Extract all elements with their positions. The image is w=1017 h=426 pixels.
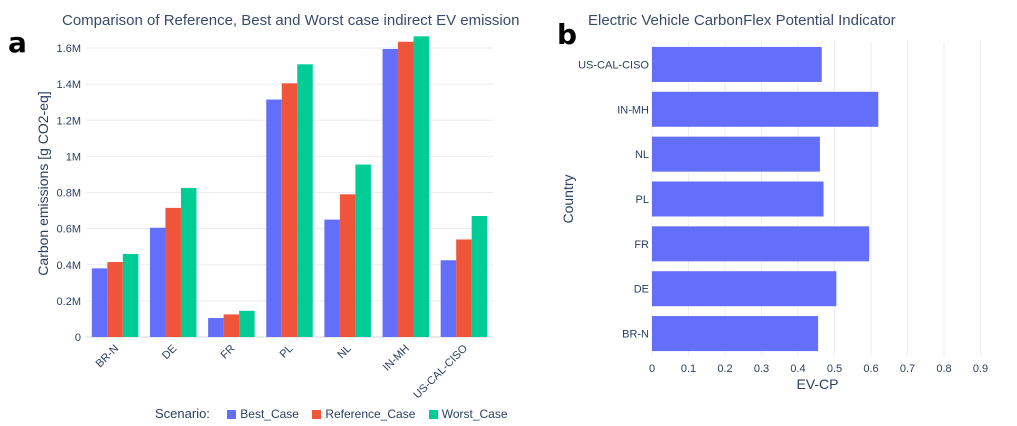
- x-tick-label: NL: [335, 343, 353, 361]
- panel-b: b Electric Vehicle CarbonFlex Potential …: [555, 0, 1017, 426]
- y-tick-label: 1.6M: [57, 43, 81, 55]
- y-tick-label: 1.2M: [57, 115, 81, 127]
- bar-reference-case: [165, 207, 181, 337]
- x-tick-label: 0.1: [681, 363, 696, 375]
- x-tick-label: IN-MH: [381, 343, 412, 374]
- legend-label-worst: Worst_Case: [441, 407, 508, 421]
- y-tick-label: 0.6M: [57, 224, 81, 236]
- legend-swatch-reference: [312, 410, 322, 420]
- bar-worst-case: [122, 253, 139, 337]
- bar-best-case: [382, 48, 399, 338]
- x-tick-label: 0.8: [936, 363, 951, 375]
- bar-worst-case: [180, 188, 197, 337]
- x-tick-label: 0.6: [863, 363, 878, 375]
- x-tick-label: BR-N: [94, 343, 122, 371]
- y-tick-label: 1.4M: [57, 79, 81, 91]
- chart-b-title: Electric Vehicle CarbonFlex Potential In…: [588, 12, 896, 29]
- bar-worst-case: [297, 64, 313, 337]
- bar-reference-case: [398, 41, 414, 338]
- legend-label-reference: Reference_Case: [325, 407, 416, 421]
- x-tick-label: FR: [219, 343, 238, 362]
- bar-reference-case: [281, 83, 298, 337]
- y-tick-label: DE: [634, 284, 649, 296]
- chart-a-plot: 0 0.2M 0.4M 0.6M 0.8M 1M 1.2M 1.4M 1.6M BR-N DE FR P…: [35, 36, 493, 401]
- y-tick-label: BR-N: [622, 329, 649, 341]
- bar-worst-case: [239, 310, 255, 337]
- legend-swatch-best: [227, 410, 237, 420]
- y-tick-label: PL: [636, 194, 649, 206]
- x-tick-label: 0.5: [827, 363, 842, 375]
- y-tick-label: 0.8M: [57, 188, 81, 200]
- x-tick-label: 0.4: [790, 363, 805, 375]
- bar-ev-cp: [652, 91, 879, 127]
- x-axis-title: EV-CP: [796, 376, 838, 392]
- bar-best-case: [266, 99, 282, 337]
- bar-best-case: [440, 260, 457, 337]
- chart-b-plot: 0 0.1 0.2 0.3 0.4 0.5 0.6 0.7 0.8 0.9 US-CAL-CISO I…: [560, 42, 988, 392]
- legend-item-reference[interactable]: Reference_Case: [312, 407, 415, 421]
- y-tick-label: IN-MH: [617, 104, 649, 116]
- bar-reference-case: [223, 314, 240, 337]
- x-tick-label: 0.7: [900, 363, 915, 375]
- bar-reference-case: [456, 239, 472, 337]
- bar-worst-case: [355, 164, 371, 337]
- legend-label-best: Best_Case: [240, 407, 299, 421]
- x-tick-label: 0.3: [754, 363, 769, 375]
- bar-ev-cp: [652, 136, 820, 172]
- bar-ev-cp: [652, 181, 824, 217]
- bar-reference-case: [107, 262, 123, 337]
- y-tick-label: US-CAL-CISO: [578, 59, 649, 71]
- y-tick-label: NL: [635, 149, 649, 161]
- chart-a-legend: Scenario: Best_Case Reference_Case Worst…: [155, 406, 508, 421]
- y-tick-label: FR: [634, 239, 649, 251]
- bar-best-case: [149, 227, 166, 337]
- x-tick-label: DE: [160, 343, 179, 362]
- panel-b-letter: b: [557, 18, 578, 51]
- y-axis-title: Country: [560, 174, 576, 223]
- y-tick-label: 0.2M: [57, 296, 81, 308]
- bar-ev-cp: [652, 316, 819, 352]
- x-tick-label: 0: [649, 363, 655, 375]
- bar-best-case: [324, 219, 340, 337]
- bar-worst-case: [471, 216, 488, 337]
- y-tick-label: 0: [75, 332, 81, 344]
- x-tick-label: PL: [278, 343, 296, 361]
- bar-best-case: [208, 318, 224, 337]
- x-tick-label: US-CAL-CISO: [411, 342, 470, 401]
- x-tick-label: 0.9: [973, 363, 988, 375]
- bar-best-case: [91, 268, 108, 337]
- panel-a: a Comparison of Reference, Best and Wors…: [8, 12, 520, 421]
- bar-reference-case: [339, 194, 356, 337]
- legend-item-worst[interactable]: Worst_Case: [428, 407, 508, 421]
- bar-ev-cp: [652, 46, 822, 82]
- y-tick-label: 1M: [66, 151, 81, 163]
- x-tick-label: 0.2: [717, 363, 732, 375]
- chart-a-title: Comparison of Reference, Best and Worst …: [62, 12, 520, 29]
- legend-item-best[interactable]: Best_Case: [227, 407, 299, 421]
- bar-ev-cp: [652, 226, 870, 262]
- panel-a-letter: a: [8, 26, 27, 59]
- legend-title: Scenario:: [155, 406, 210, 421]
- legend-swatch-worst: [428, 410, 438, 420]
- y-axis-title: Carbon emissions [g CO2-eq]: [35, 91, 51, 275]
- bar-worst-case: [413, 36, 430, 337]
- bar-ev-cp: [652, 271, 837, 307]
- y-tick-label: 0.4M: [57, 260, 81, 272]
